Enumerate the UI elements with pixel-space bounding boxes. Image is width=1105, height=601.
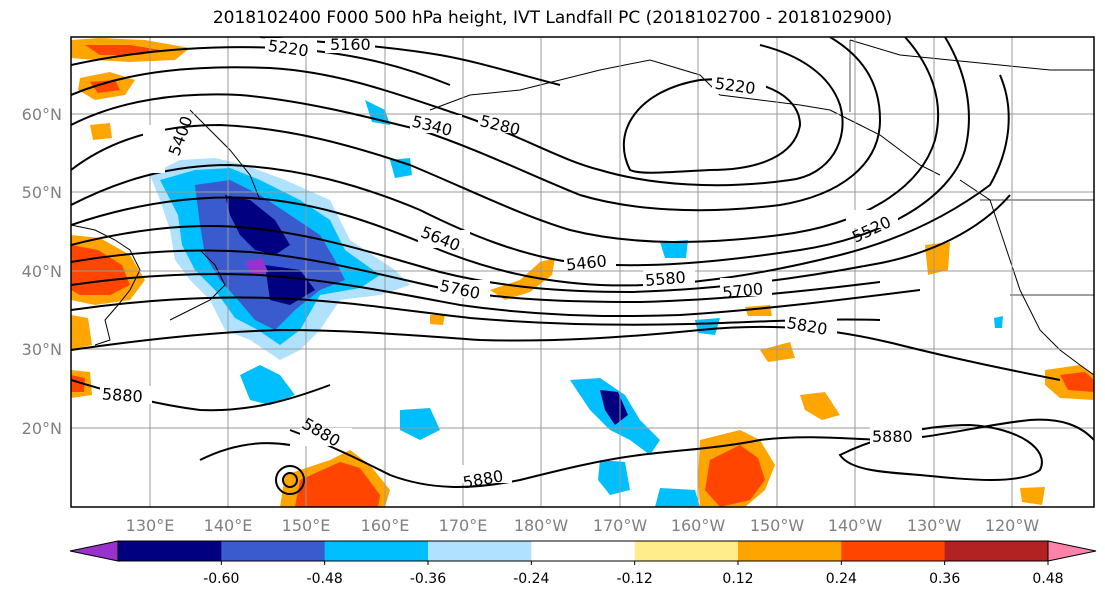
map-area: 5160 5220 5220 5280 5340 5400 5460 5520 …: [71, 35, 1094, 507]
lat-label-50n: 50°N: [22, 183, 62, 202]
lat-label-20n: 20°N: [22, 419, 62, 438]
lon-label-130e: 130°E: [126, 516, 175, 535]
ivt-region-e3: [925, 242, 950, 275]
lon-label-150e: 150°E: [282, 516, 331, 535]
colorbar-swatch: [221, 541, 326, 561]
lon-label-140e: 140°E: [204, 516, 253, 535]
ivt-positive-regions: [71, 38, 1094, 507]
colorbar-swatch: [738, 541, 842, 561]
ivt-region-navy: [225, 195, 290, 255]
colorbar-tick-label: -0.24: [513, 571, 549, 587]
colorbar-tick-label: -0.12: [617, 571, 653, 587]
contour-label-5880-w: 5880: [101, 384, 143, 406]
contour-closed-small-2: [282, 472, 298, 488]
coastline-na: [959, 179, 1094, 376]
lon-label-160w: 160°W: [671, 516, 726, 535]
colorbar-tick-label: 0.36: [929, 571, 960, 587]
lon-label-140w: 140°W: [828, 516, 883, 535]
coastline-kamchatka: [189, 109, 261, 201]
colorbar-tick-label: -0.48: [307, 571, 343, 587]
colorbar-swatch: [531, 541, 636, 561]
contour-5220-ak: [622, 78, 802, 174]
lat-label-60n: 60°N: [22, 105, 62, 124]
lat-label-30n: 30°N: [22, 340, 62, 359]
contour-label-5700: 5700: [721, 279, 763, 302]
lat-label-40n: 40°N: [22, 262, 62, 281]
lat-axis: 60°N 50°N 40°N 30°N 20°N: [22, 105, 62, 438]
ivt-region-center: [490, 258, 555, 300]
colorbar-tick-label: 0.12: [722, 571, 753, 587]
contour-5700: [71, 272, 921, 318]
contour-label-5220: 5220: [267, 36, 310, 60]
colorbar-extend-high: [1047, 540, 1097, 562]
colorbar-tick-label: -0.60: [203, 571, 239, 587]
colorbar-swatch: [944, 541, 1049, 561]
ivt-region-e4-red: [1060, 372, 1094, 392]
contour-labels: 5160 5220 5220 5280 5340 5400 5460 5520 …: [100, 35, 922, 492]
ivt-region-blue-c: [600, 390, 628, 425]
plot-title: 2018102400 F000 500 hPa height, IVT Land…: [212, 8, 893, 28]
contour-5520: [71, 74, 1010, 287]
ivt-region-w2: [71, 315, 92, 350]
coastline-na-north: [849, 39, 1094, 71]
contour-label-5460: 5460: [565, 251, 607, 274]
colorbar-swatch: [634, 541, 739, 561]
contour-closed-small-1: [275, 465, 305, 495]
contour-5280: [71, 44, 844, 187]
contour-5820: [71, 325, 1061, 381]
ivt-region-cyan-f: [994, 316, 1003, 328]
contour-5580: [71, 194, 1011, 294]
coastline-alaska: [429, 59, 941, 176]
coastlines: [71, 39, 1094, 376]
lon-label-170w: 170°W: [593, 516, 648, 535]
contour-5340: [71, 37, 882, 212]
ivt-region-e8: [430, 314, 445, 325]
ivt-region-nw2-red: [90, 80, 120, 93]
colorbar-swatch: [324, 541, 429, 561]
colorbar-tick-label: 0.24: [826, 571, 857, 587]
ivt-region-s-red: [295, 462, 380, 507]
colorbar-swatch: [841, 541, 946, 561]
ivt-region-navy-2: [265, 265, 315, 305]
contour-label-5880-e: 5880: [872, 427, 913, 446]
colorbar-swatch: [118, 541, 222, 561]
contour-5760: [71, 296, 881, 326]
map-frame: [70, 36, 1095, 508]
ivt-region-w3-red: [71, 375, 85, 392]
lon-label-150w: 150°W: [750, 516, 805, 535]
lon-label-160e: 160°E: [361, 516, 410, 535]
ivt-region-se-red: [705, 445, 765, 507]
coastline-asia: [71, 224, 141, 346]
contour-label-5580: 5580: [644, 267, 686, 289]
ivt-region-cyan-w: [400, 408, 440, 440]
ivt-region-cyan-s2: [655, 488, 700, 507]
colorbar: -0.60 -0.48 -0.36 -0.24 -0.12 0.12 0.24 0.36 0.4…: [69, 540, 1097, 587]
lon-axis: 130°E 140°E 150°E 160°E 170°E 180°W 170°…: [126, 516, 1040, 535]
contour-5400: [71, 37, 940, 243]
colorbar-swatch: [428, 541, 532, 561]
ivt-region-e5: [1020, 487, 1045, 505]
lon-label-170e: 170°E: [439, 516, 488, 535]
colorbar-tick-label: 0.48: [1032, 571, 1063, 587]
ivt-region-lightblue-s: [240, 365, 295, 405]
lon-label-180w: 180°W: [514, 516, 569, 535]
contour-label-5160: 5160: [330, 35, 371, 54]
contour-5880-sw: [199, 442, 291, 461]
ivt-region-cyan-s: [598, 460, 630, 495]
lon-label-120w: 120°W: [985, 516, 1040, 535]
colorbar-tick-label: -0.36: [410, 571, 446, 587]
ivt-region-cyan-e2: [660, 240, 688, 258]
ivt-region-e2: [800, 392, 840, 420]
colorbar-frame: [117, 540, 1049, 562]
coastline-japan: [169, 249, 226, 321]
colorbar-extend-low: [69, 540, 119, 562]
lon-label-130w: 130°W: [907, 516, 962, 535]
ivt-region-e7: [90, 123, 112, 140]
